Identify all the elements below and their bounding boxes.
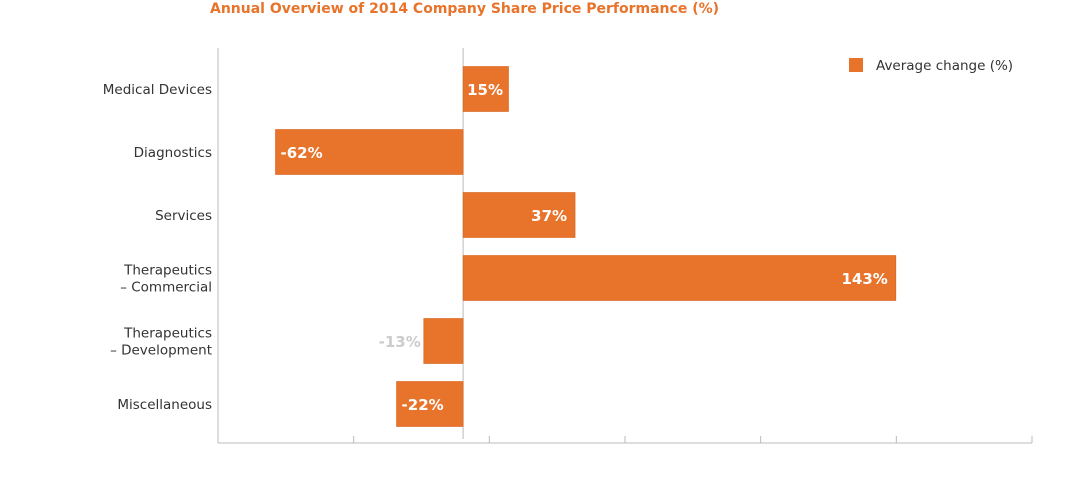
value-labels: 15% -62% 37% 143% -13% -22% [280, 81, 887, 414]
category-label: Medical Devices [103, 82, 212, 98]
bar [275, 129, 464, 175]
data-label: 15% [467, 81, 503, 99]
data-label: 143% [841, 270, 887, 288]
category-labels: Medical Devices Diagnostics Services Therap… [103, 82, 212, 413]
category-label: Diagnostics [134, 145, 212, 161]
category-label: Therapeutics [123, 263, 212, 279]
category-label: Therapeutics [123, 326, 212, 342]
category-label: – Development [110, 343, 212, 359]
data-label: 37% [531, 207, 567, 225]
data-label: -22% [402, 396, 444, 414]
bar-group [275, 66, 897, 427]
chart-axes [217, 48, 1033, 444]
bar [423, 318, 464, 364]
bar [462, 255, 897, 301]
category-label: – Commercial [120, 280, 212, 296]
data-label: -62% [280, 144, 322, 162]
legend-label: Average change (%) [876, 58, 1013, 74]
data-label: -13% [379, 333, 421, 351]
bar [462, 66, 509, 112]
category-label: Miscellaneous [117, 397, 212, 413]
bar [462, 192, 576, 238]
bar [396, 381, 464, 427]
chart-title: Annual Overview of 2014 Company Share Pr… [210, 1, 720, 17]
legend-swatch [849, 58, 863, 72]
category-label: Services [155, 208, 212, 224]
legend: Average change (%) [849, 58, 1013, 74]
